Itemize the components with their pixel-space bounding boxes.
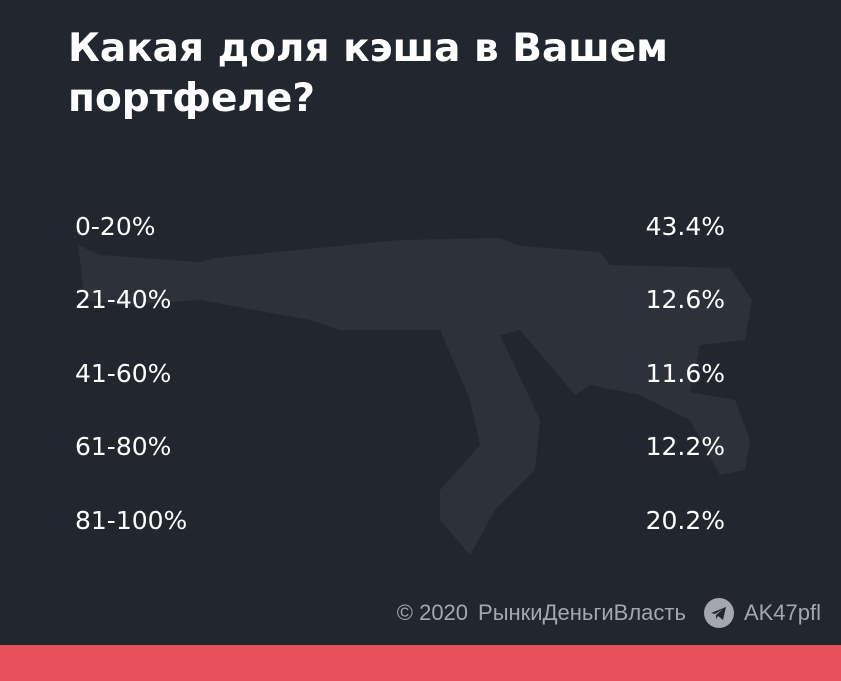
- range-label: 21-40%: [75, 285, 172, 314]
- telegram-icon: [703, 598, 734, 628]
- brand: РынкиДеньгиВласть: [478, 600, 686, 625]
- row: 41-60% 11.6%: [75, 354, 725, 394]
- range-label: 41-60%: [75, 359, 172, 388]
- row: 0-20% 43.4%: [75, 207, 725, 247]
- share-value: 11.6%: [645, 359, 725, 388]
- copyright: © 2020: [396, 600, 469, 625]
- range-label: 0-20%: [75, 212, 156, 241]
- row: 61-80% 12.2%: [75, 427, 725, 467]
- accent-bar: [0, 645, 841, 681]
- range-label: 81-100%: [75, 506, 188, 535]
- share-value: 12.2%: [645, 432, 725, 461]
- share-value: 43.4%: [645, 212, 725, 241]
- row: 21-40% 12.6%: [75, 280, 725, 320]
- row: 81-100% 20.2%: [75, 501, 725, 541]
- footer: © 2020 РынкиДеньгиВласть AK47pfl: [397, 596, 821, 630]
- range-label: 61-80%: [75, 432, 172, 461]
- title: Какая доля кэша в Вашем портфеле?: [68, 26, 669, 121]
- share-value: 20.2%: [645, 506, 725, 535]
- handle: AK47pfl: [743, 600, 821, 625]
- share-value: 12.6%: [645, 285, 725, 314]
